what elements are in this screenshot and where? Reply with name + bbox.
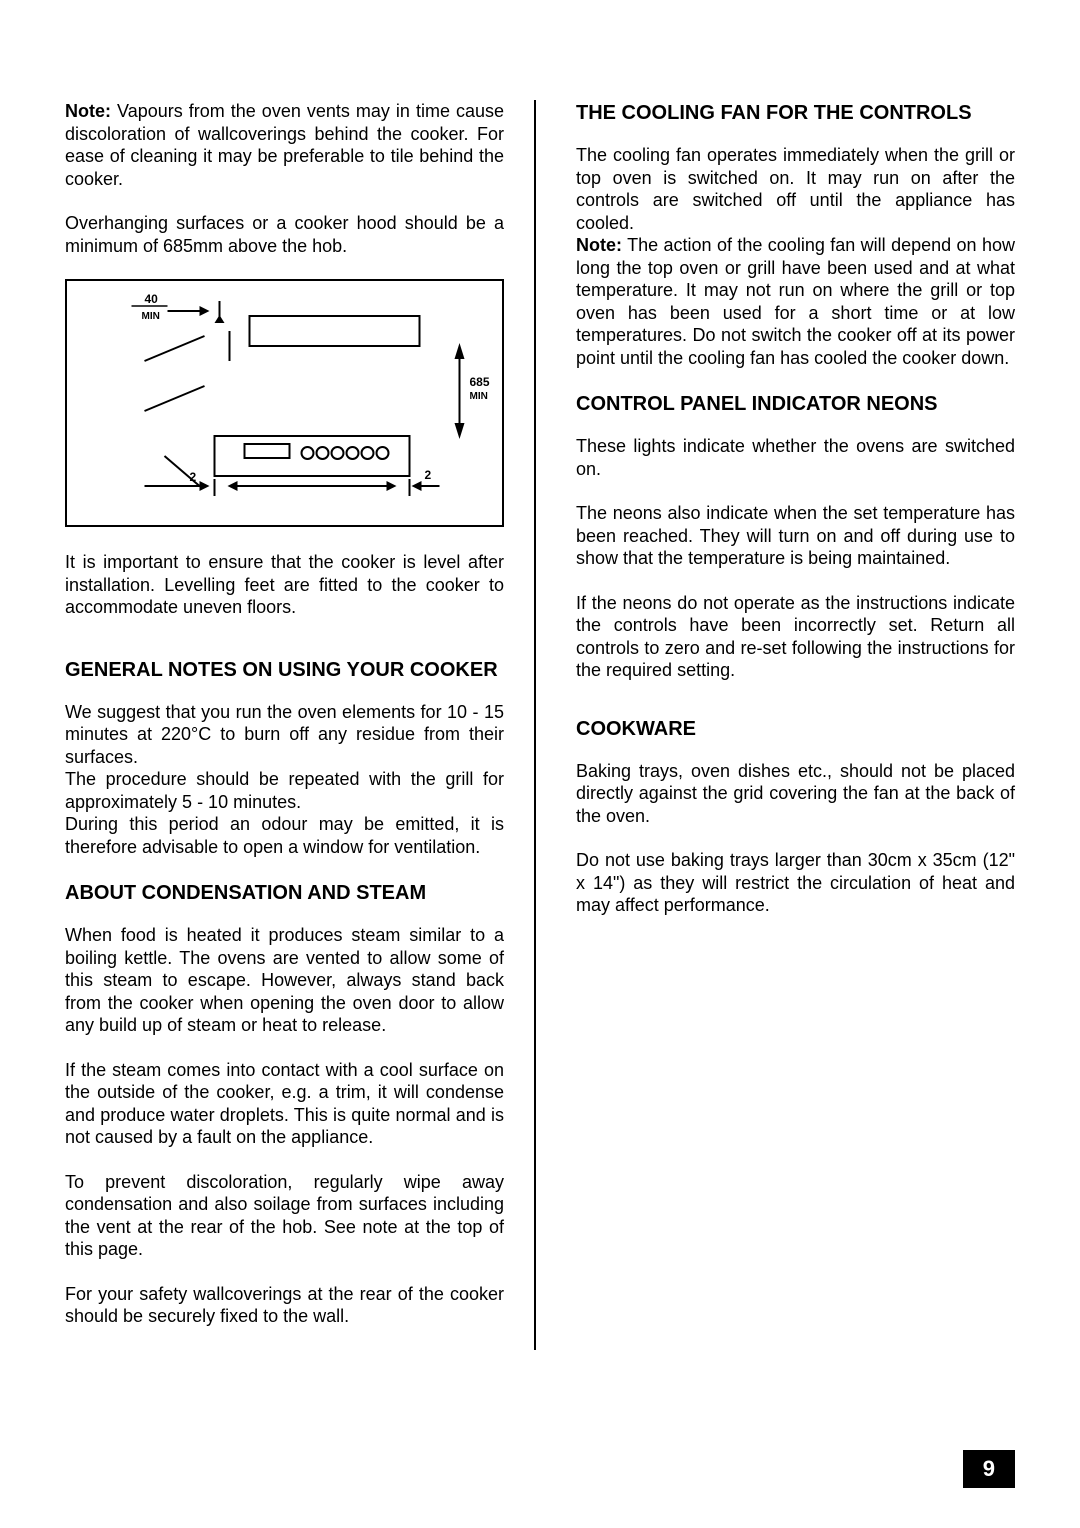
note-paragraph: Note: Vapours from the oven vents may in… <box>65 100 504 190</box>
cookware-p1: Baking trays, oven dishes etc., should n… <box>576 760 1015 828</box>
diagram-top-sub: MIN <box>142 311 160 322</box>
cond-p3: To prevent discoloration, regularly wipe… <box>65 1171 504 1261</box>
cooling-note-paragraph: Note: The action of the cooling fan will… <box>576 234 1015 369</box>
cooling-note-text: The action of the cooling fan will depen… <box>576 235 1015 368</box>
diagram-right-sub: MIN <box>470 391 488 402</box>
cooling-p1: The cooling fan operates immediately whe… <box>576 144 1015 234</box>
general-p2: The procedure should be repeated with th… <box>65 768 504 813</box>
cond-p2: If the steam comes into contact with a c… <box>65 1059 504 1149</box>
heading-cooling: THE COOLING FAN FOR THE CONTROLS <box>576 100 1015 126</box>
neons-p3: If the neons do not operate as the instr… <box>576 592 1015 682</box>
cooling-note-label: Note: <box>576 235 622 255</box>
right-column: THE COOLING FAN FOR THE CONTROLS The coo… <box>566 100 1015 1350</box>
cookware-p2: Do not use baking trays larger than 30cm… <box>576 849 1015 917</box>
general-p1: We suggest that you run the oven element… <box>65 701 504 769</box>
clearance-diagram: 40 MIN 685 <box>65 279 504 527</box>
heading-cookware: COOKWARE <box>576 716 1015 742</box>
page-columns: Note: Vapours from the oven vents may in… <box>65 100 1015 1350</box>
left-column: Note: Vapours from the oven vents may in… <box>65 100 536 1350</box>
diagram-top-label: 40 <box>145 292 159 306</box>
heading-neons: CONTROL PANEL INDICATOR NEONS <box>576 391 1015 417</box>
note-text: Vapours from the oven vents may in time … <box>65 101 504 189</box>
page-number: 9 <box>963 1450 1015 1488</box>
general-p3: During this period an odour may be emitt… <box>65 813 504 858</box>
note-label: Note: <box>65 101 111 121</box>
heading-condensation: ABOUT CONDENSATION AND STEAM <box>65 880 504 906</box>
heading-general: GENERAL NOTES ON USING YOUR COOKER <box>65 657 504 683</box>
level-text: It is important to ensure that the cooke… <box>65 551 504 619</box>
diagram-right-label: 685 <box>470 375 490 389</box>
neons-p1: These lights indicate whether the ovens … <box>576 435 1015 480</box>
cond-p1: When food is heated it produces steam si… <box>65 924 504 1037</box>
diagram-bottom-right: 2 <box>425 468 432 482</box>
overhang-text: Overhanging surfaces or a cooker hood sh… <box>65 212 504 257</box>
neons-p2: The neons also indicate when the set tem… <box>576 502 1015 570</box>
cond-p4: For your safety wallcoverings at the rea… <box>65 1283 504 1328</box>
